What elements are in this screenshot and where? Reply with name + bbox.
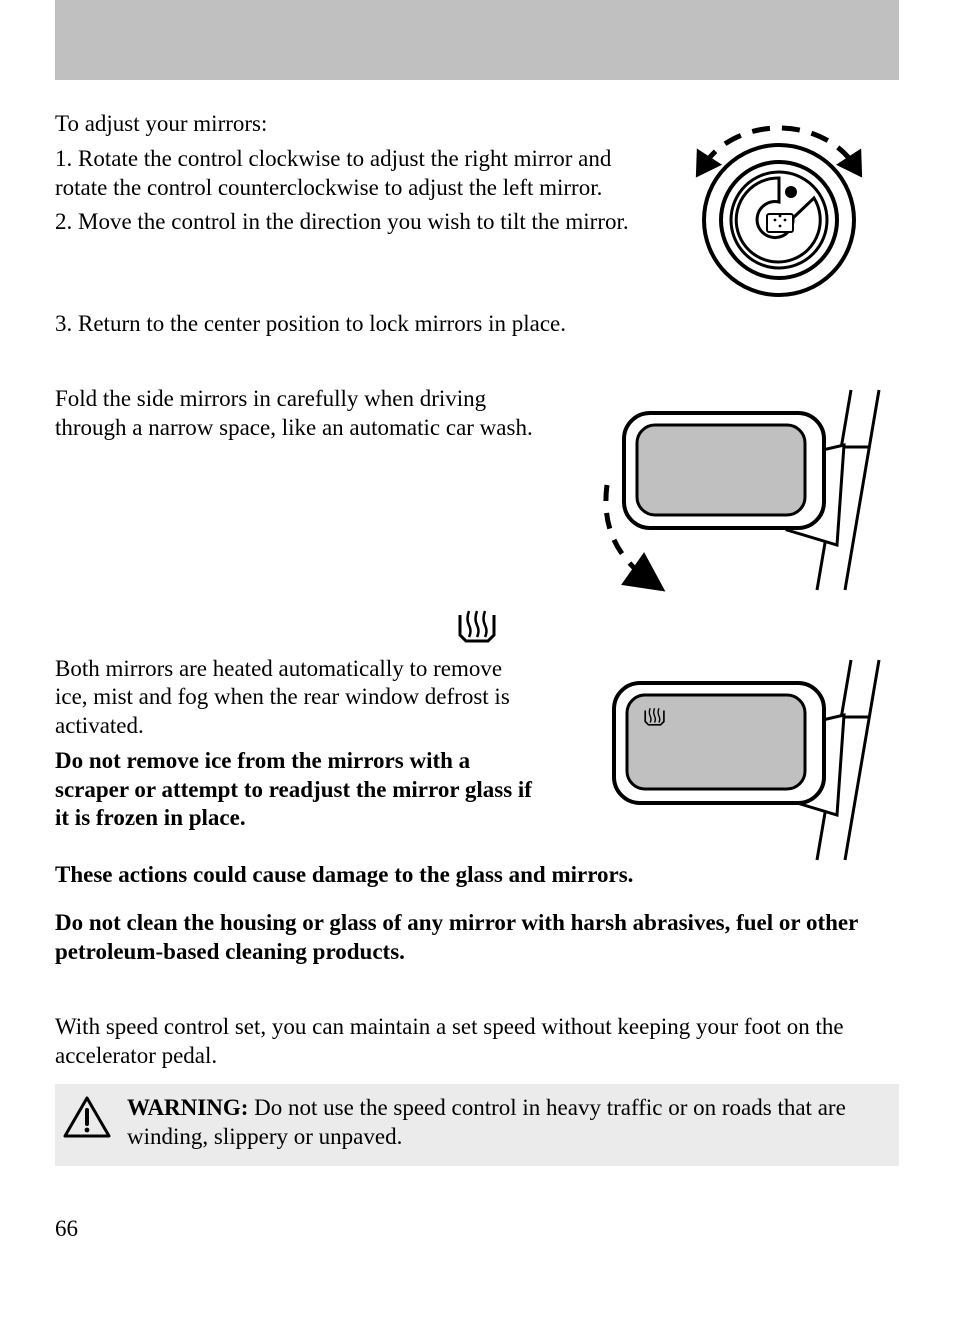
fold-mirror-figure	[569, 385, 899, 595]
dial-figure	[659, 110, 899, 310]
fold-mirrors-text: Fold the side mirrors in carefully when …	[55, 385, 539, 449]
adjust-mirrors-text: To adjust your mirrors: 1. Rotate the co…	[55, 110, 629, 243]
adjust-intro: To adjust your mirrors:	[55, 110, 629, 139]
adjust-step2: 2. Move the control in the direction you…	[55, 208, 629, 237]
warning-box: WARNING: Do not use the speed control in…	[55, 1084, 899, 1166]
heated-bold2: Do not clean the housing or glass of any…	[55, 909, 899, 967]
heated-mirrors-text: Both mirrors are heated automatically to…	[55, 655, 539, 840]
heated-mirror-icon	[569, 655, 899, 865]
heated-mirror-figure	[569, 655, 899, 865]
heated-mirrors-row: Both mirrors are heated automatically to…	[55, 655, 899, 865]
adjust-step1: 1. Rotate the control clockwise to adjus…	[55, 145, 629, 203]
defrost-inline-icon-row	[55, 605, 899, 651]
heated-para1: Both mirrors are heated automatically to…	[55, 655, 539, 741]
heated-bold1-full: These actions could cause damage to the …	[55, 861, 899, 890]
adjust-mirrors-row: To adjust your mirrors: 1. Rotate the co…	[55, 110, 899, 310]
fold-mirrors-row: Fold the side mirrors in carefully when …	[55, 385, 899, 595]
mirror-control-dial-icon	[659, 110, 899, 310]
folding-mirror-icon	[569, 385, 899, 595]
speed-intro: With speed control set, you can maintain…	[55, 1013, 899, 1071]
heated-bold1a: Do not remove ice from the mirrors with …	[55, 748, 532, 831]
warning-label: WARNING:	[127, 1095, 248, 1120]
warning-triangle-icon	[61, 1094, 113, 1140]
page-content: To adjust your mirrors: 1. Rotate the co…	[0, 80, 954, 1166]
adjust-step3: 3. Return to the center position to lock…	[55, 310, 899, 339]
fold-text: Fold the side mirrors in carefully when …	[55, 385, 539, 443]
header-bar	[55, 0, 899, 80]
page-number: 66	[55, 1216, 78, 1242]
warning-text: WARNING: Do not use the speed control in…	[127, 1094, 899, 1152]
rear-defrost-icon	[456, 605, 498, 643]
heated-bold1-part1: Do not remove ice from the mirrors with …	[55, 747, 539, 833]
